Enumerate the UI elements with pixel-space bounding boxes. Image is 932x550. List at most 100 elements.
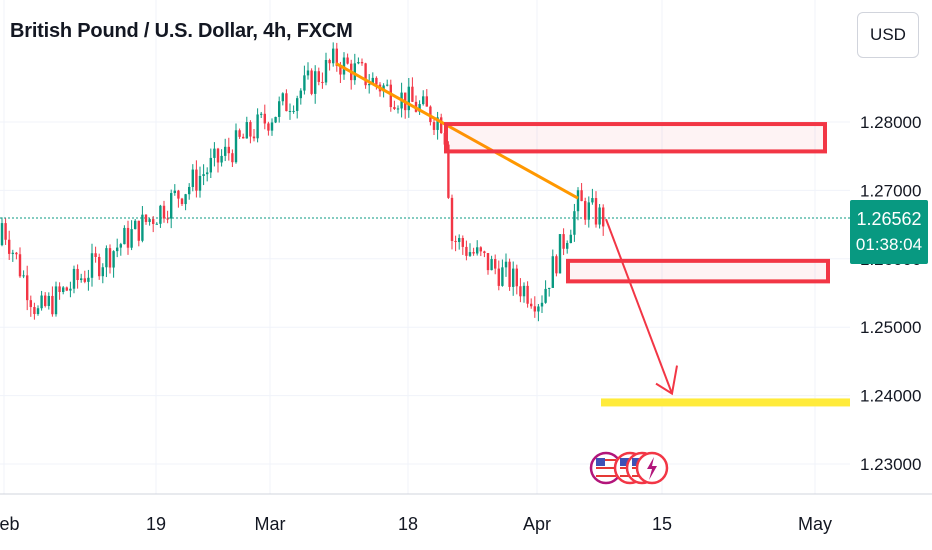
candle-body	[504, 261, 508, 268]
candle-body	[26, 275, 29, 301]
x-tick-label: 18	[398, 514, 418, 534]
candle-body	[594, 198, 598, 225]
candle-body	[418, 104, 421, 112]
drawings[interactable]	[335, 62, 850, 407]
candle-body	[83, 278, 86, 282]
candle-body	[584, 201, 587, 220]
resistance-zone[interactable]	[444, 122, 827, 154]
candle-body	[303, 75, 306, 91]
candle-body	[274, 116, 277, 123]
candle-body	[389, 84, 392, 108]
candle-body	[497, 268, 500, 286]
candle-body	[454, 240, 457, 243]
candle-body	[450, 197, 454, 241]
candle-body	[306, 70, 310, 76]
candle-body	[494, 259, 497, 269]
candle-body	[144, 214, 148, 222]
candle-body	[285, 93, 288, 112]
candle-body	[324, 60, 328, 83]
candle-body	[101, 267, 104, 277]
candle-body	[108, 248, 112, 268]
candle-body	[80, 278, 83, 281]
target-level[interactable]	[601, 398, 850, 407]
candles	[0, 42, 605, 322]
candle-body	[346, 57, 349, 64]
projection-arrow[interactable]	[605, 218, 673, 394]
candle-body	[134, 220, 137, 230]
candle-body	[555, 256, 558, 274]
candle-body	[8, 239, 11, 254]
candle-body	[278, 101, 281, 117]
event-icons[interactable]	[589, 451, 669, 485]
candle-body	[11, 252, 14, 254]
candle-body	[195, 169, 198, 191]
candle-body	[40, 295, 43, 309]
candle-body	[220, 155, 223, 163]
candle-body	[540, 302, 544, 307]
candle-body	[4, 223, 7, 240]
candle-body	[515, 268, 518, 287]
candle-body	[231, 153, 234, 163]
candle-body	[447, 144, 450, 198]
candle-body	[425, 96, 428, 107]
trend-line[interactable]	[335, 62, 579, 200]
currency-button[interactable]: USD	[857, 12, 919, 58]
price-axis[interactable]: 1.230001.240001.250001.260001.270001.280…	[860, 113, 921, 474]
candle-body	[526, 285, 529, 304]
candle-body	[155, 223, 158, 225]
candle-body	[314, 71, 317, 94]
lightning-icon[interactable]	[635, 451, 669, 485]
candle-body	[177, 190, 180, 199]
candle-body	[209, 157, 212, 173]
candle-body	[436, 117, 439, 130]
candle-body	[580, 190, 583, 202]
candle-body	[65, 287, 68, 291]
y-tick-label: 1.24000	[860, 387, 921, 406]
candle-body	[544, 288, 547, 303]
candle-body	[461, 238, 464, 247]
x-tick-label: 15	[652, 514, 672, 534]
candle-body	[51, 295, 54, 315]
candle-body	[94, 253, 97, 257]
candle-body	[598, 207, 601, 225]
candle-body	[249, 122, 252, 137]
candle-body	[483, 251, 486, 254]
x-tick-label: 19	[146, 514, 166, 534]
candle-body	[252, 136, 256, 139]
candle-body	[533, 306, 536, 312]
candle-body	[15, 252, 18, 255]
candle-body	[328, 60, 331, 64]
candle-body	[267, 123, 270, 131]
candle-body	[530, 303, 533, 307]
symbol-title[interactable]: British Pound / U.S. Dollar, 4h, FXCM	[10, 20, 353, 42]
candle-body	[98, 256, 101, 277]
support-zone[interactable]	[566, 258, 830, 284]
candle-body	[180, 198, 184, 205]
x-tick-label: Mar	[255, 514, 286, 534]
candle-body	[206, 172, 209, 175]
candle-body	[105, 248, 108, 268]
candle-body	[364, 63, 367, 86]
candle-body	[375, 77, 378, 85]
candle-body	[465, 246, 468, 256]
candle-body	[479, 247, 482, 252]
candle-body	[332, 48, 335, 64]
candle-body	[353, 63, 356, 81]
candle-body	[512, 268, 515, 287]
time-axis[interactable]: Feb 19 Mar 18 Apr 15 May	[0, 493, 932, 534]
candle-body	[569, 234, 572, 244]
candle-body	[458, 238, 461, 243]
candle-body	[292, 110, 295, 112]
candle-body	[76, 268, 79, 281]
y-tick-label: 1.28000	[860, 113, 921, 132]
candle-body	[202, 174, 205, 176]
candle-body	[576, 190, 580, 212]
candle-body	[191, 169, 194, 187]
candle-body	[472, 252, 475, 254]
x-tick-label: May	[798, 514, 832, 534]
last-price-value: 1.26562	[856, 209, 922, 229]
candle-body	[490, 259, 493, 271]
candle-body	[162, 205, 166, 219]
candle-body	[62, 287, 65, 293]
